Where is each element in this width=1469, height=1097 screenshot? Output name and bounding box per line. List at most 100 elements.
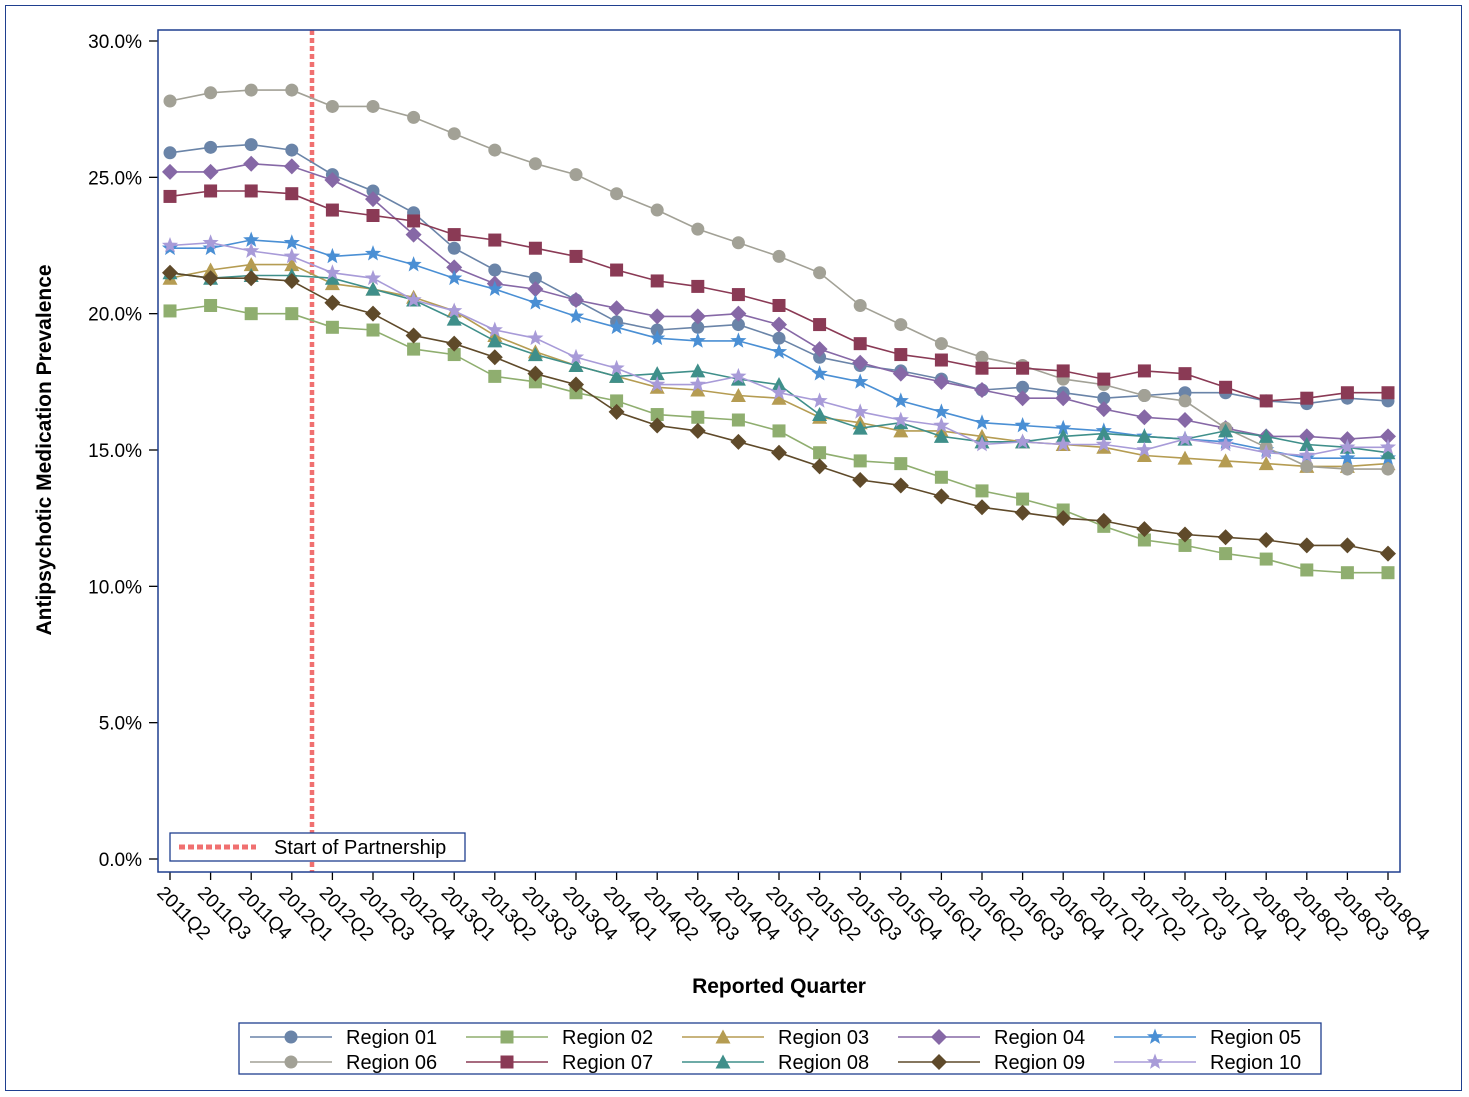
data-point-region-07 bbox=[1340, 386, 1354, 400]
data-point-region-05 bbox=[446, 269, 463, 286]
legend-entry-region-09: Region 09 bbox=[898, 1052, 1085, 1074]
data-point-region-07 bbox=[569, 249, 583, 263]
data-point-region-02 bbox=[1056, 503, 1070, 517]
data-point-region-10 bbox=[405, 291, 422, 307]
data-point-region-06 bbox=[447, 127, 461, 141]
data-point-region-04 bbox=[649, 308, 666, 325]
data-point-region-01 bbox=[488, 263, 502, 277]
y-tick-label: 5.0% bbox=[99, 714, 142, 735]
data-point-region-04 bbox=[324, 172, 341, 189]
data-point-region-08 bbox=[649, 366, 665, 381]
data-point-region-07 bbox=[691, 279, 705, 293]
data-point-region-09 bbox=[1217, 529, 1234, 546]
data-point-region-09 bbox=[202, 270, 219, 287]
data-point-region-09 bbox=[1258, 531, 1275, 548]
series-line-region-06 bbox=[169, 89, 1388, 470]
legend-swatch-marker bbox=[284, 1055, 298, 1069]
data-point-region-05 bbox=[852, 373, 869, 389]
data-point-region-01 bbox=[1097, 391, 1111, 405]
reference-line-legend: Start of Partnership bbox=[169, 832, 466, 862]
data-point-region-02 bbox=[285, 307, 299, 321]
data-point-region-03 bbox=[1136, 447, 1152, 462]
data-point-region-07 bbox=[934, 353, 948, 367]
data-point-region-10 bbox=[1258, 444, 1275, 460]
data-point-region-01 bbox=[772, 331, 786, 345]
data-point-region-03 bbox=[203, 262, 219, 277]
data-point-region-04 bbox=[852, 354, 869, 371]
data-point-region-07 bbox=[447, 228, 461, 242]
data-point-region-04 bbox=[1380, 428, 1396, 445]
data-point-region-05 bbox=[608, 318, 625, 335]
legend-swatch-marker bbox=[715, 1029, 731, 1044]
data-point-region-02 bbox=[1016, 492, 1030, 506]
data-point-region-10 bbox=[527, 329, 544, 346]
y-axis-title: Antipsychotic Medication Prevalence bbox=[33, 264, 56, 635]
series-region-02 bbox=[163, 298, 1395, 580]
data-point-region-08 bbox=[1096, 426, 1112, 441]
data-point-region-09 bbox=[1339, 537, 1356, 554]
data-point-region-04 bbox=[1095, 401, 1112, 418]
data-point-region-10 bbox=[852, 403, 869, 419]
data-point-region-06 bbox=[975, 350, 989, 364]
data-point-region-04 bbox=[1177, 412, 1193, 429]
data-point-region-03 bbox=[1218, 453, 1234, 468]
legend-box bbox=[238, 1022, 1322, 1075]
data-point-region-07 bbox=[853, 337, 867, 351]
data-point-region-07 bbox=[1219, 380, 1233, 394]
data-point-region-07 bbox=[325, 203, 339, 217]
data-point-region-06 bbox=[366, 99, 380, 113]
data-point-region-08 bbox=[609, 368, 625, 383]
data-point-region-08 bbox=[812, 407, 828, 422]
data-point-region-05 bbox=[243, 231, 260, 247]
data-point-region-01 bbox=[366, 184, 380, 198]
data-point-region-09 bbox=[527, 365, 544, 382]
data-point-region-05 bbox=[405, 256, 422, 272]
data-point-region-05 bbox=[730, 332, 747, 348]
data-point-region-02 bbox=[488, 369, 502, 383]
data-point-region-10 bbox=[202, 234, 219, 250]
legend-swatch-marker bbox=[284, 1030, 298, 1044]
data-point-region-01 bbox=[813, 350, 827, 364]
data-point-region-06 bbox=[1178, 394, 1192, 408]
data-point-region-06 bbox=[934, 337, 948, 351]
data-point-region-04 bbox=[771, 316, 787, 333]
legend-entry-region-07: Region 07 bbox=[466, 1052, 653, 1074]
series-line-region-01 bbox=[169, 143, 1389, 405]
data-point-region-10 bbox=[770, 384, 788, 400]
reference-legend-label: Start of Partnership bbox=[274, 837, 446, 859]
data-point-region-07 bbox=[1097, 372, 1111, 386]
data-point-region-09 bbox=[974, 499, 990, 516]
data-point-region-10 bbox=[1136, 441, 1153, 457]
data-point-region-09 bbox=[1095, 512, 1112, 529]
data-point-region-02 bbox=[894, 457, 908, 471]
data-point-region-02 bbox=[731, 413, 745, 427]
data-point-region-02 bbox=[204, 298, 218, 312]
data-point-region-07 bbox=[1056, 364, 1070, 378]
data-point-region-08 bbox=[933, 428, 949, 443]
data-point-region-06 bbox=[528, 157, 542, 171]
data-point-region-03 bbox=[690, 382, 706, 397]
data-point-region-06 bbox=[1340, 462, 1354, 476]
data-point-region-05 bbox=[364, 245, 382, 261]
data-point-region-08 bbox=[324, 270, 340, 285]
data-point-region-07 bbox=[813, 318, 827, 332]
data-point-region-10 bbox=[892, 411, 909, 427]
data-point-region-09 bbox=[730, 433, 747, 450]
series-region-04 bbox=[162, 155, 1396, 448]
data-point-region-04 bbox=[365, 191, 381, 208]
data-point-region-10 bbox=[1339, 438, 1356, 455]
data-point-region-01 bbox=[528, 271, 542, 285]
data-point-region-03 bbox=[1177, 450, 1193, 465]
legend-entry-region-10: Region 10 bbox=[1114, 1052, 1301, 1074]
data-point-region-02 bbox=[528, 375, 542, 389]
data-point-region-02 bbox=[934, 470, 948, 484]
data-point-region-10 bbox=[243, 242, 260, 258]
data-point-region-08 bbox=[690, 363, 706, 378]
y-tick-label: 10.0% bbox=[88, 577, 142, 598]
data-point-region-02 bbox=[1340, 566, 1354, 580]
legend-entry-region-04: Region 04 bbox=[898, 1027, 1085, 1049]
data-point-region-06 bbox=[325, 99, 339, 113]
data-point-region-08 bbox=[487, 333, 503, 348]
data-point-region-04 bbox=[1298, 428, 1315, 445]
data-point-region-09 bbox=[324, 294, 341, 311]
